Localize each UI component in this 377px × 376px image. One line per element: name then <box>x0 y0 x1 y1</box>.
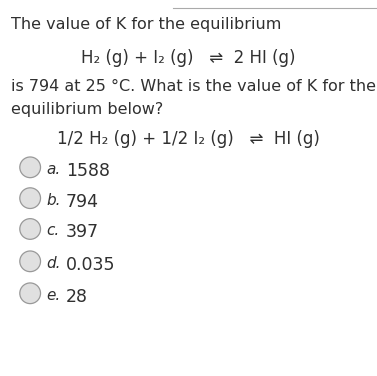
Text: 397: 397 <box>66 223 99 241</box>
Text: 28: 28 <box>66 288 88 306</box>
Text: c.: c. <box>46 223 59 238</box>
Text: 794: 794 <box>66 193 99 211</box>
Text: a.: a. <box>46 162 60 177</box>
Ellipse shape <box>20 188 41 208</box>
Text: H₂ (g) + I₂ (g)   ⇌  2 HI (g): H₂ (g) + I₂ (g) ⇌ 2 HI (g) <box>81 49 296 67</box>
Text: e.: e. <box>46 288 60 303</box>
Ellipse shape <box>20 283 41 304</box>
Text: 1588: 1588 <box>66 162 110 180</box>
Ellipse shape <box>20 251 41 272</box>
Text: The value of K for the equilibrium: The value of K for the equilibrium <box>11 17 282 32</box>
Text: d.: d. <box>46 256 60 271</box>
Text: equilibrium below?: equilibrium below? <box>11 102 164 117</box>
Ellipse shape <box>20 157 41 178</box>
Text: 0.035: 0.035 <box>66 256 115 274</box>
Text: 1/2 H₂ (g) + 1/2 I₂ (g)   ⇌  HI (g): 1/2 H₂ (g) + 1/2 I₂ (g) ⇌ HI (g) <box>57 130 320 148</box>
Text: b.: b. <box>46 193 60 208</box>
Text: is 794 at 25 °C. What is the value of K for the: is 794 at 25 °C. What is the value of K … <box>11 79 376 94</box>
Ellipse shape <box>20 218 41 239</box>
